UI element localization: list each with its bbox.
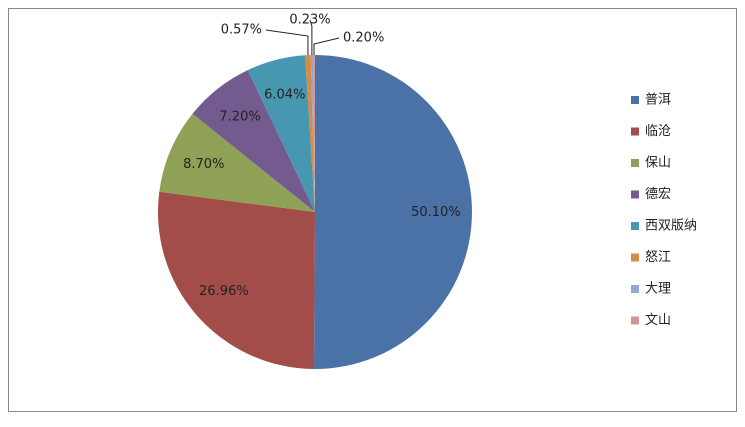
legend-label: 临沧 [645,123,671,139]
legend-label: 怒江 [645,250,671,265]
leader-line [309,19,313,56]
legend-swatch [631,253,639,262]
legend-label: 德宏 [645,187,671,202]
pie-slice [313,55,315,212]
legend-swatch [631,127,639,136]
legend-swatch [631,222,639,230]
legend-label: 保山 [645,156,671,171]
data-label: 26.96% [199,284,249,299]
legend-swatch [631,159,639,167]
leader-line [313,37,340,56]
legend-swatch [631,285,639,293]
leader-line [265,29,309,56]
pie-slice [159,113,315,212]
pie-slice [247,55,315,213]
data-label: 8.70% [183,157,224,172]
pie-slice [157,191,315,369]
pie-slice [314,55,473,369]
data-label: 0.57% [221,23,262,38]
data-label: 0.23% [289,13,330,28]
data-label: 0.20% [343,31,384,46]
pie-slice [305,55,315,212]
legend-label: 文山 [645,313,671,328]
legend-swatch [631,190,639,199]
legend-swatch [631,316,639,325]
data-label: 7.20% [219,110,260,125]
legend-label: 普洱 [645,93,671,108]
legend-label: 大理 [645,282,671,297]
data-label: 6.04% [264,87,305,102]
legend-swatch [631,96,639,104]
pie-slice [310,55,315,213]
data-label: 50.10% [411,205,461,220]
legend-label: 西双版纳 [645,219,697,234]
pie-slice [192,70,315,213]
